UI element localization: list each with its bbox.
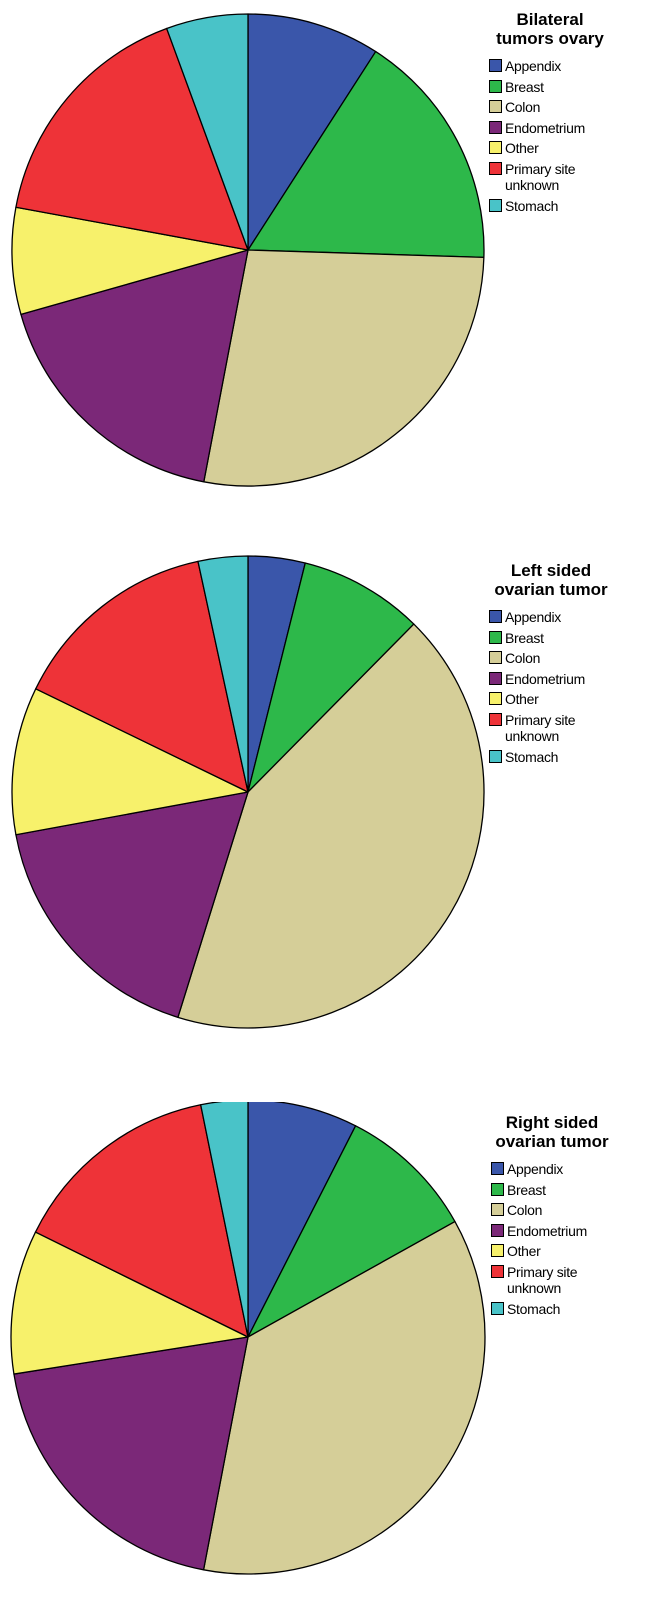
pie-slice-colon	[203, 249, 485, 487]
legend-item-stomach: Stomach	[489, 749, 585, 765]
pie-chart-bilateral	[11, 13, 485, 487]
pie-slice-stomach	[166, 13, 249, 251]
pie-slice-endometrium	[20, 249, 249, 483]
legend-item-endometrium: Endometrium	[489, 671, 585, 687]
legend-label: Primary site unknown	[505, 711, 576, 744]
legend-item-endometrium: Endometrium	[491, 1223, 587, 1239]
legend-label: Other	[507, 1243, 541, 1260]
legend-swatch	[489, 712, 502, 726]
pie-slice-primary-site-unknown	[35, 560, 249, 793]
pie-chart-right-sided	[10, 1102, 486, 1575]
legend-label: Breast	[507, 1181, 546, 1198]
pie-slice-primary-site-unknown	[15, 27, 249, 251]
pie-slice-endometrium	[13, 1336, 249, 1571]
legend-bilateral: Appendix Breast Colon Endometrium Other Prima…	[489, 58, 585, 218]
pie-slice-breast	[247, 50, 485, 259]
legend-right-sided: Appendix Breast Colon Endometrium Other Prima…	[491, 1161, 587, 1321]
chart-title-right-sided: Right sided ovarian tumor	[495, 1113, 609, 1151]
legend-swatch	[489, 610, 502, 623]
legend-item-breast: Breast	[489, 630, 585, 646]
pie-chart-panel-right-sided: Right sided ovarian tumor Appendix Breast…	[0, 1102, 646, 1622]
legend-label: Other	[505, 691, 539, 708]
legend-label: Colon	[505, 99, 541, 116]
legend-swatch	[491, 1203, 504, 1217]
legend-item-other: Other	[489, 140, 585, 156]
legend-label: Endometrium	[507, 1222, 587, 1239]
pie-slice-colon	[202, 1220, 486, 1575]
legend-swatch	[489, 141, 502, 155]
legend-swatch	[491, 1301, 504, 1315]
legend-label: Stomach	[507, 1300, 561, 1317]
legend-label: Primary site unknown	[507, 1263, 578, 1296]
legend-swatch	[491, 1244, 504, 1258]
pie-slice-other	[11, 206, 249, 316]
legend-item-colon: Colon	[491, 1202, 587, 1218]
legend-item-colon: Colon	[489, 650, 585, 666]
legend-swatch	[489, 692, 502, 706]
legend-item-other: Other	[491, 1243, 587, 1259]
pie-slice-breast	[247, 562, 415, 793]
legend-item-stomach: Stomach	[491, 1301, 587, 1317]
legend-label: Colon	[505, 650, 541, 667]
legend-swatch	[489, 59, 502, 72]
legend-swatch	[491, 1264, 504, 1278]
legend-item-breast: Breast	[491, 1182, 587, 1198]
chart-title-bilateral: Bilateral tumors ovary	[496, 10, 604, 48]
legend-swatch	[489, 161, 502, 175]
legend-label: Stomach	[505, 748, 559, 765]
legend-item-primary-site-unknown: Primary site unknown	[491, 1264, 587, 1296]
legend-label: Other	[505, 140, 539, 157]
legend-item-appendix: Appendix	[489, 58, 585, 74]
legend-item-primary-site-unknown: Primary site unknown	[489, 161, 585, 193]
legend-item-stomach: Stomach	[489, 198, 585, 214]
pie-slice-stomach	[197, 555, 249, 793]
legend-swatch	[489, 120, 502, 134]
pie-slice-endometrium	[15, 791, 249, 1018]
legend-item-colon: Colon	[489, 99, 585, 115]
pie-slice-colon	[177, 623, 485, 1029]
legend-item-other: Other	[489, 691, 585, 707]
legend-label: Colon	[507, 1202, 543, 1219]
legend-label: Appendix	[505, 609, 561, 625]
legend-label: Primary site unknown	[505, 160, 576, 193]
legend-swatch	[489, 671, 502, 685]
pie-slice-other	[10, 1231, 249, 1375]
pie-chart-left-sided	[11, 555, 485, 1029]
legend-swatch	[489, 79, 502, 93]
legend-label: Breast	[505, 78, 544, 95]
legend-swatch	[489, 198, 502, 212]
legend-label: Stomach	[505, 197, 559, 214]
legend-swatch	[489, 630, 502, 644]
legend-item-endometrium: Endometrium	[489, 120, 585, 136]
pie-slice-stomach	[200, 1102, 249, 1338]
pie-slice-appendix	[247, 13, 377, 251]
pie-slice-breast	[247, 1125, 456, 1338]
pie-slice-appendix	[247, 1102, 357, 1338]
pie-slice-primary-site-unknown	[34, 1104, 249, 1338]
legend-item-appendix: Appendix	[491, 1161, 587, 1177]
pie-chart-panel-bilateral: Bilateral tumors ovary Appendix Breast Col…	[0, 0, 646, 520]
legend-label: Appendix	[507, 1161, 563, 1177]
legend-item-primary-site-unknown: Primary site unknown	[489, 712, 585, 744]
legend-left-sided: Appendix Breast Colon Endometrium Other Prima…	[489, 609, 585, 769]
legend-label: Endometrium	[505, 670, 585, 687]
legend-item-appendix: Appendix	[489, 609, 585, 625]
legend-swatch	[489, 100, 502, 114]
legend-swatch	[491, 1162, 504, 1175]
legend-label: Appendix	[505, 58, 561, 74]
pie-chart-panel-left-sided: Left sided ovarian tumor Appendix Breast C…	[0, 550, 646, 1070]
legend-swatch	[491, 1223, 504, 1237]
legend-swatch	[491, 1182, 504, 1196]
legend-swatch	[489, 749, 502, 763]
legend-label: Endometrium	[505, 119, 585, 136]
pie-slice-other	[11, 688, 249, 836]
chart-title-left-sided: Left sided ovarian tumor	[494, 561, 608, 599]
legend-label: Breast	[505, 629, 544, 646]
legend-swatch	[489, 651, 502, 665]
legend-item-breast: Breast	[489, 79, 585, 95]
